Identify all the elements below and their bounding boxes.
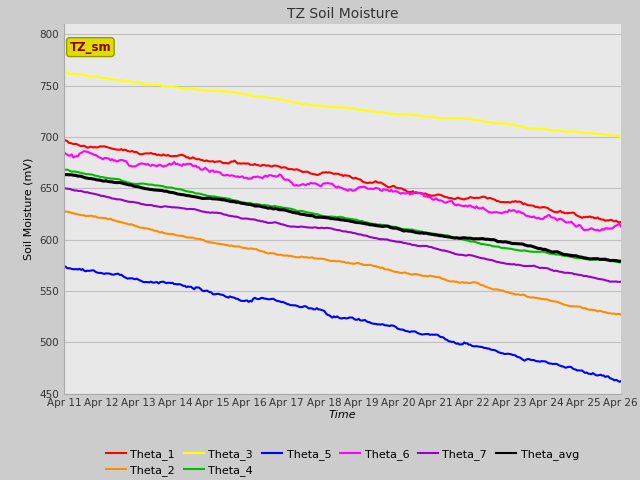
Theta_4: [246, 200, 254, 206]
Theta_5: [226, 293, 234, 299]
Theta_avg: [588, 256, 595, 262]
Theta_1: [617, 219, 625, 225]
Line: Theta_6: Theta_6: [64, 151, 621, 231]
Theta_1: [244, 161, 252, 167]
Theta_6: [60, 149, 68, 155]
X-axis label: Time: Time: [328, 410, 356, 420]
Legend: Theta_1, Theta_2, Theta_3, Theta_4, Theta_5, Theta_6, Theta_7, Theta_avg: Theta_1, Theta_2, Theta_3, Theta_4, Thet…: [102, 444, 583, 480]
Theta_2: [586, 307, 594, 313]
Theta_4: [617, 259, 625, 265]
Y-axis label: Soil Moisture (mV): Soil Moisture (mV): [24, 157, 34, 260]
Line: Theta_5: Theta_5: [64, 266, 621, 382]
Theta_1: [129, 148, 136, 154]
Line: Theta_2: Theta_2: [64, 211, 621, 314]
Theta_4: [305, 210, 313, 216]
Theta_7: [60, 185, 68, 191]
Theta_7: [226, 213, 234, 219]
Theta_5: [303, 305, 311, 311]
Theta_4: [588, 257, 595, 263]
Theta_avg: [617, 258, 625, 264]
Line: Theta_avg: Theta_avg: [64, 175, 621, 261]
Theta_avg: [60, 172, 68, 178]
Theta_2: [226, 243, 234, 249]
Line: Theta_1: Theta_1: [64, 140, 621, 222]
Theta_4: [228, 197, 236, 203]
Theta_avg: [616, 258, 623, 264]
Theta_6: [255, 174, 263, 180]
Theta_6: [595, 228, 603, 234]
Theta_2: [254, 247, 262, 253]
Theta_7: [617, 279, 625, 285]
Theta_6: [81, 148, 88, 154]
Theta_7: [303, 225, 311, 230]
Line: Theta_7: Theta_7: [64, 188, 621, 282]
Theta_3: [617, 134, 625, 140]
Text: TZ_sm: TZ_sm: [70, 41, 111, 54]
Theta_5: [129, 276, 136, 281]
Theta_1: [254, 162, 262, 168]
Line: Theta_4: Theta_4: [64, 169, 621, 263]
Theta_3: [60, 70, 68, 75]
Theta_1: [60, 137, 68, 143]
Theta_avg: [228, 199, 236, 204]
Theta_3: [129, 79, 136, 85]
Theta_avg: [63, 172, 71, 178]
Theta_1: [616, 219, 623, 225]
Theta_7: [244, 216, 252, 222]
Theta_4: [63, 167, 71, 172]
Line: Theta_3: Theta_3: [64, 72, 621, 137]
Theta_avg: [130, 183, 138, 189]
Theta_5: [244, 299, 252, 305]
Theta_7: [254, 218, 262, 224]
Theta_5: [586, 371, 594, 377]
Theta_4: [616, 260, 623, 265]
Theta_4: [130, 181, 138, 187]
Theta_avg: [305, 213, 313, 218]
Theta_7: [616, 279, 623, 285]
Theta_2: [244, 246, 252, 252]
Theta_6: [617, 223, 625, 229]
Theta_6: [588, 226, 595, 231]
Theta_3: [254, 94, 262, 99]
Theta_7: [129, 199, 136, 205]
Theta_2: [617, 312, 625, 317]
Theta_5: [254, 296, 262, 302]
Theta_3: [226, 89, 234, 95]
Theta_2: [303, 254, 311, 260]
Theta_3: [303, 102, 311, 108]
Theta_5: [617, 378, 625, 384]
Theta_5: [60, 264, 68, 269]
Theta_avg: [255, 203, 263, 209]
Theta_1: [586, 214, 594, 219]
Theta_5: [616, 379, 623, 384]
Theta_7: [586, 274, 594, 280]
Theta_4: [255, 202, 263, 207]
Theta_2: [129, 222, 136, 228]
Theta_avg: [246, 202, 254, 207]
Theta_6: [305, 181, 313, 187]
Theta_6: [246, 176, 254, 181]
Theta_6: [228, 172, 236, 178]
Theta_3: [586, 130, 594, 136]
Theta_2: [60, 208, 68, 214]
Title: TZ Soil Moisture: TZ Soil Moisture: [287, 8, 398, 22]
Theta_3: [244, 93, 252, 98]
Theta_1: [303, 169, 311, 175]
Theta_1: [226, 160, 234, 166]
Theta_4: [60, 167, 68, 173]
Theta_6: [130, 163, 138, 169]
